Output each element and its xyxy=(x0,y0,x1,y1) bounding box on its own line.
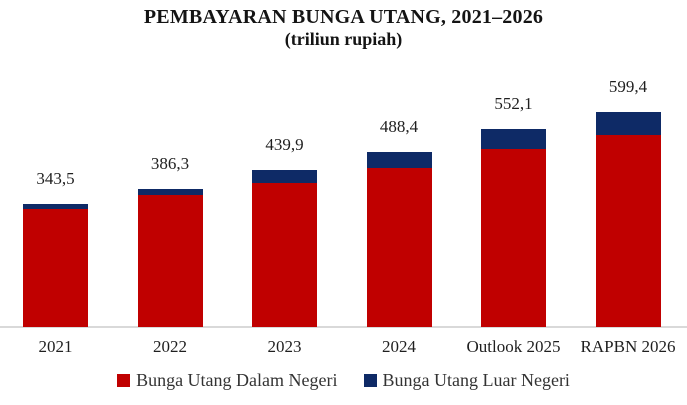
bar-segment-luar-negeri xyxy=(366,152,432,169)
bar-segment-luar-negeri xyxy=(23,204,88,209)
x-axis-label: 2021 xyxy=(38,337,73,356)
bar-2021 xyxy=(23,204,88,327)
bar-2023 xyxy=(252,169,317,327)
bar-segment-dalam-negeri xyxy=(366,168,432,327)
bar-segment-luar-negeri xyxy=(252,169,317,183)
bar-segment-dalam-negeri xyxy=(481,149,546,327)
bar-segment-dalam-negeri xyxy=(595,134,661,327)
x-axis-line xyxy=(0,326,687,328)
bar-rapbn-2026 xyxy=(595,112,661,327)
chart-title: PEMBAYARAN BUNGA UTANG, 2021–2026 xyxy=(143,6,544,28)
x-axis-label: 2023 xyxy=(267,337,302,356)
chart-subtitle: (triliun rupiah) xyxy=(284,29,403,49)
legend-label-luar-negeri: Bunga Utang Luar Negeri xyxy=(382,370,570,390)
legend-item-dalam-negeri: Bunga Utang Dalam Negeri xyxy=(117,370,338,391)
value-label: 386,3 xyxy=(150,153,190,173)
legend-swatch-red-icon xyxy=(117,374,131,387)
bar-2022 xyxy=(137,188,203,327)
bar-segment-dalam-negeri xyxy=(23,208,88,327)
bar-outlook-2025 xyxy=(481,129,546,327)
value-label: 599,4 xyxy=(608,77,648,97)
value-label: 488,4 xyxy=(379,117,419,137)
legend-swatch-navy-icon xyxy=(363,374,377,387)
x-axis-label: 2022 xyxy=(153,337,187,356)
bar-segment-luar-negeri xyxy=(481,129,546,150)
legend-label-dalam-negeri: Bunga Utang Dalam Negeri xyxy=(136,370,338,390)
x-axis-label: Outlook 2025 xyxy=(466,337,561,356)
bar-segment-luar-negeri xyxy=(595,112,661,135)
value-label: 439,9 xyxy=(265,134,304,154)
x-axis-label: RAPBN 2026 xyxy=(580,337,676,356)
value-label: 552,1 xyxy=(494,94,533,114)
bar-2024 xyxy=(366,152,432,327)
value-label: 343,5 xyxy=(36,169,75,189)
bar-segment-dalam-negeri xyxy=(252,182,317,327)
legend-item-luar-negeri: Bunga Utang Luar Negeri xyxy=(363,370,570,391)
bar-segment-dalam-negeri xyxy=(137,195,203,327)
bar-segment-luar-negeri xyxy=(137,188,203,196)
legend: Bunga Utang Dalam Negeri Bunga Utang Lua… xyxy=(0,370,687,391)
x-axis-label: 2024 xyxy=(382,337,416,356)
